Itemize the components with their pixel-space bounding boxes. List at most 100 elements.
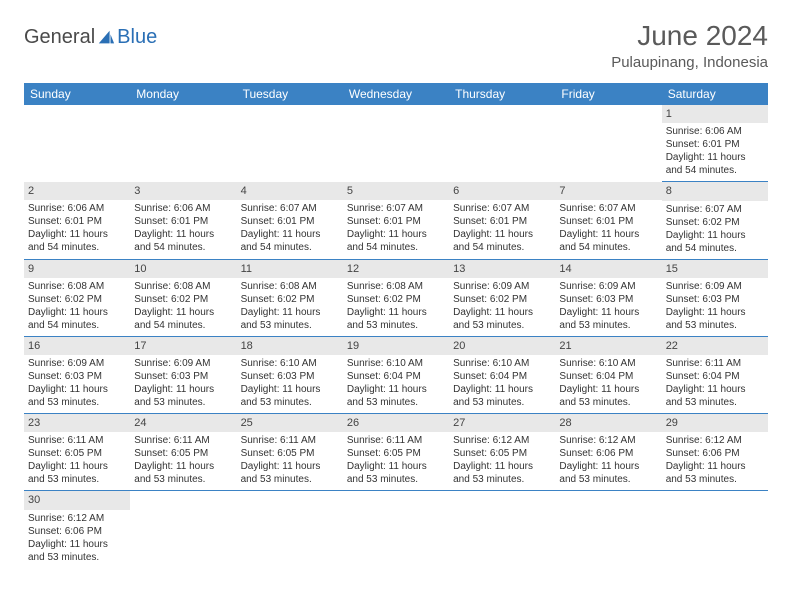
sunrise-line: Sunrise: 6:10 AM bbox=[453, 357, 551, 370]
day-cell: 12Sunrise: 6:08 AMSunset: 6:02 PMDayligh… bbox=[343, 259, 449, 336]
day-number: 6 bbox=[449, 182, 555, 200]
logo-text-blue: Blue bbox=[117, 26, 157, 49]
empty-cell bbox=[237, 491, 343, 568]
sunrise-line: Sunrise: 6:11 AM bbox=[241, 434, 339, 447]
daylight-line: Daylight: 11 hours and 54 minutes. bbox=[241, 228, 339, 254]
sunset-line: Sunset: 6:02 PM bbox=[241, 293, 339, 306]
sunset-line: Sunset: 6:01 PM bbox=[134, 215, 232, 228]
sunset-line: Sunset: 6:04 PM bbox=[347, 370, 445, 383]
sunrise-line: Sunrise: 6:07 AM bbox=[559, 202, 657, 215]
day-number: 12 bbox=[343, 260, 449, 278]
day-cell: 26Sunrise: 6:11 AMSunset: 6:05 PMDayligh… bbox=[343, 414, 449, 491]
daylight-line: Daylight: 11 hours and 54 minutes. bbox=[28, 306, 126, 332]
empty-cell bbox=[343, 105, 449, 182]
daylight-line: Daylight: 11 hours and 53 minutes. bbox=[134, 460, 232, 486]
sunrise-line: Sunrise: 6:12 AM bbox=[666, 434, 764, 447]
sunset-line: Sunset: 6:05 PM bbox=[134, 447, 232, 460]
sunset-line: Sunset: 6:05 PM bbox=[347, 447, 445, 460]
daylight-line: Daylight: 11 hours and 53 minutes. bbox=[28, 460, 126, 486]
calendar-row: 30Sunrise: 6:12 AMSunset: 6:06 PMDayligh… bbox=[24, 491, 768, 568]
sunrise-line: Sunrise: 6:10 AM bbox=[347, 357, 445, 370]
sunrise-line: Sunrise: 6:08 AM bbox=[347, 280, 445, 293]
day-number: 30 bbox=[24, 491, 130, 509]
empty-cell bbox=[130, 105, 236, 182]
calendar-row: 9Sunrise: 6:08 AMSunset: 6:02 PMDaylight… bbox=[24, 259, 768, 336]
sunset-line: Sunset: 6:05 PM bbox=[241, 447, 339, 460]
daylight-line: Daylight: 11 hours and 54 minutes. bbox=[666, 151, 764, 177]
logo-text-general: General bbox=[24, 26, 95, 49]
daylight-line: Daylight: 11 hours and 53 minutes. bbox=[453, 306, 551, 332]
day-number: 27 bbox=[449, 414, 555, 432]
sunset-line: Sunset: 6:02 PM bbox=[453, 293, 551, 306]
weekday-header: Thursday bbox=[449, 83, 555, 105]
empty-cell bbox=[555, 105, 661, 182]
day-cell: 10Sunrise: 6:08 AMSunset: 6:02 PMDayligh… bbox=[130, 259, 236, 336]
day-cell: 2Sunrise: 6:06 AMSunset: 6:01 PMDaylight… bbox=[24, 182, 130, 259]
day-number: 11 bbox=[237, 260, 343, 278]
weekday-header: Monday bbox=[130, 83, 236, 105]
day-number: 28 bbox=[555, 414, 661, 432]
day-number: 4 bbox=[237, 182, 343, 200]
sunset-line: Sunset: 6:03 PM bbox=[134, 370, 232, 383]
day-number: 19 bbox=[343, 337, 449, 355]
day-cell: 6Sunrise: 6:07 AMSunset: 6:01 PMDaylight… bbox=[449, 182, 555, 259]
sunset-line: Sunset: 6:03 PM bbox=[666, 293, 764, 306]
sunrise-line: Sunrise: 6:09 AM bbox=[666, 280, 764, 293]
day-cell: 13Sunrise: 6:09 AMSunset: 6:02 PMDayligh… bbox=[449, 259, 555, 336]
empty-cell bbox=[449, 105, 555, 182]
day-number: 20 bbox=[449, 337, 555, 355]
day-cell: 20Sunrise: 6:10 AMSunset: 6:04 PMDayligh… bbox=[449, 336, 555, 413]
sunset-line: Sunset: 6:03 PM bbox=[559, 293, 657, 306]
day-number: 23 bbox=[24, 414, 130, 432]
weekday-header: Sunday bbox=[24, 83, 130, 105]
logo: General Blue bbox=[24, 20, 157, 49]
weekday-header: Saturday bbox=[662, 83, 768, 105]
sunset-line: Sunset: 6:03 PM bbox=[28, 370, 126, 383]
day-number: 1 bbox=[662, 105, 768, 123]
day-cell: 30Sunrise: 6:12 AMSunset: 6:06 PMDayligh… bbox=[24, 491, 130, 568]
day-number: 10 bbox=[130, 260, 236, 278]
day-cell: 9Sunrise: 6:08 AMSunset: 6:02 PMDaylight… bbox=[24, 259, 130, 336]
day-number: 17 bbox=[130, 337, 236, 355]
empty-cell bbox=[24, 105, 130, 182]
day-cell: 4Sunrise: 6:07 AMSunset: 6:01 PMDaylight… bbox=[237, 182, 343, 259]
sunset-line: Sunset: 6:05 PM bbox=[28, 447, 126, 460]
day-cell: 8Sunrise: 6:07 AMSunset: 6:02 PMDaylight… bbox=[662, 182, 768, 259]
day-cell: 11 Sunrise: 6:08 AMSunset: 6:02 PMDayligh… bbox=[237, 259, 343, 336]
day-cell: 18Sunrise: 6:10 AMSunset: 6:03 PMDayligh… bbox=[237, 336, 343, 413]
sunrise-line: Sunrise: 6:10 AM bbox=[241, 357, 339, 370]
day-cell: 28Sunrise: 6:12 AMSunset: 6:06 PMDayligh… bbox=[555, 414, 661, 491]
sunrise-line: Sunrise: 6:08 AM bbox=[241, 280, 339, 293]
sunset-line: Sunset: 6:01 PM bbox=[666, 138, 764, 151]
daylight-line: Daylight: 11 hours and 54 minutes. bbox=[134, 228, 232, 254]
daylight-line: Daylight: 11 hours and 53 minutes. bbox=[666, 306, 764, 332]
daylight-line: Daylight: 11 hours and 53 minutes. bbox=[347, 383, 445, 409]
sunset-line: Sunset: 6:06 PM bbox=[559, 447, 657, 460]
day-number: 25 bbox=[237, 414, 343, 432]
day-cell: 29Sunrise: 6:12 AMSunset: 6:06 PMDayligh… bbox=[662, 414, 768, 491]
weekday-header-row: SundayMondayTuesdayWednesdayThursdayFrid… bbox=[24, 83, 768, 105]
day-number: 24 bbox=[130, 414, 236, 432]
daylight-line: Daylight: 11 hours and 53 minutes. bbox=[453, 383, 551, 409]
sunrise-line: Sunrise: 6:07 AM bbox=[666, 203, 764, 216]
sunset-line: Sunset: 6:02 PM bbox=[347, 293, 445, 306]
day-number: 8 bbox=[662, 182, 768, 200]
sunrise-line: Sunrise: 6:07 AM bbox=[347, 202, 445, 215]
empty-cell bbox=[343, 491, 449, 568]
day-number: 2 bbox=[24, 182, 130, 200]
calendar-row: 1Sunrise: 6:06 AMSunset: 6:01 PMDaylight… bbox=[24, 105, 768, 182]
sunrise-line: Sunrise: 6:08 AM bbox=[28, 280, 126, 293]
daylight-line: Daylight: 11 hours and 53 minutes. bbox=[28, 538, 126, 564]
daylight-line: Daylight: 11 hours and 53 minutes. bbox=[241, 306, 339, 332]
sunset-line: Sunset: 6:06 PM bbox=[666, 447, 764, 460]
sunset-line: Sunset: 6:04 PM bbox=[666, 370, 764, 383]
sunrise-line: Sunrise: 6:11 AM bbox=[666, 357, 764, 370]
sunrise-line: Sunrise: 6:11 AM bbox=[347, 434, 445, 447]
daylight-line: Daylight: 11 hours and 54 minutes. bbox=[347, 228, 445, 254]
daylight-line: Daylight: 11 hours and 53 minutes. bbox=[559, 460, 657, 486]
day-number: 14 bbox=[555, 260, 661, 278]
location: Pulaupinang, Indonesia bbox=[611, 54, 768, 71]
logo-sail-icon bbox=[97, 29, 115, 47]
month-title: June 2024 bbox=[611, 20, 768, 52]
sunset-line: Sunset: 6:01 PM bbox=[241, 215, 339, 228]
